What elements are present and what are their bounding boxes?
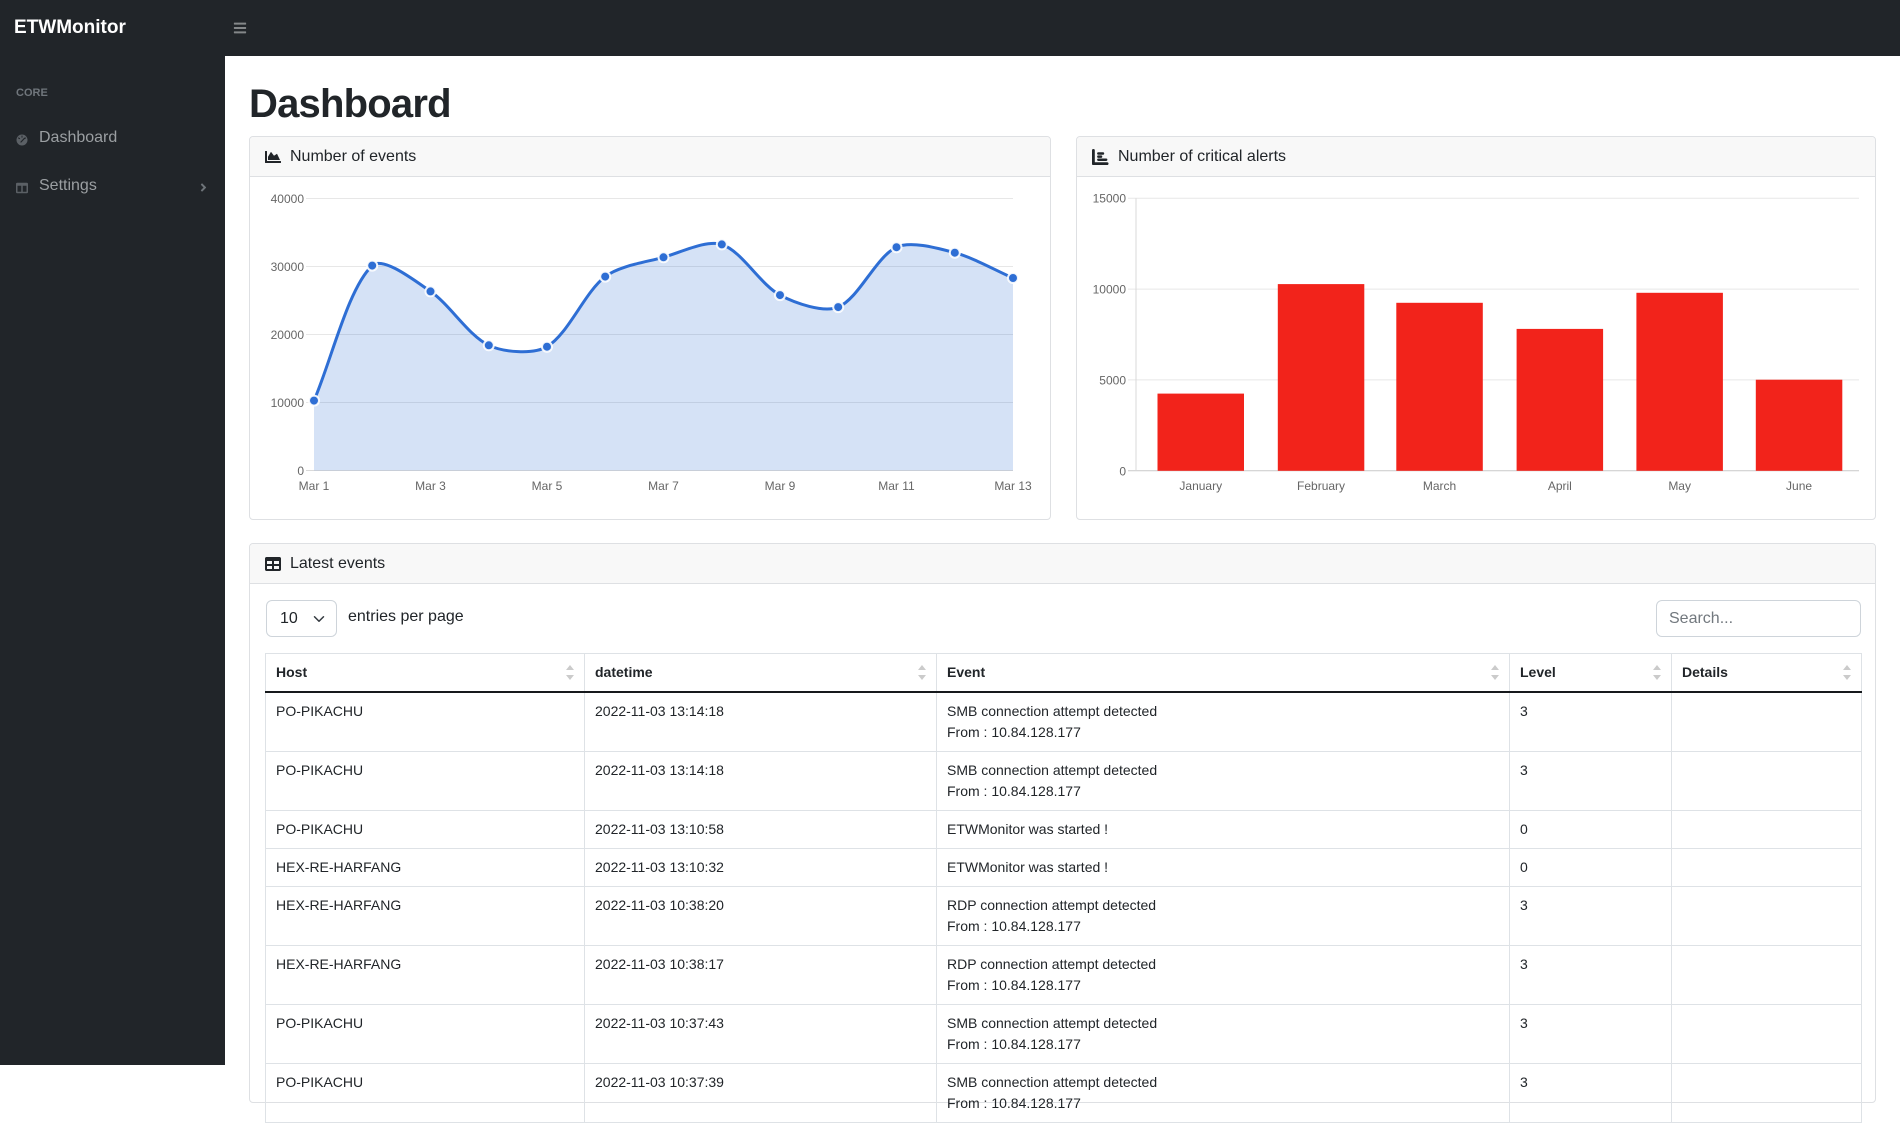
svg-text:February: February	[1297, 479, 1345, 493]
svg-text:0: 0	[297, 464, 304, 478]
svg-text:Mar 3: Mar 3	[415, 479, 446, 493]
svg-text:Mar 1: Mar 1	[299, 479, 330, 493]
svg-text:Mar 11: Mar 11	[878, 479, 915, 493]
svg-text:Mar 5: Mar 5	[532, 479, 563, 493]
svg-text:10000: 10000	[1093, 283, 1127, 297]
svg-text:20000: 20000	[271, 328, 305, 342]
svg-text:January: January	[1179, 479, 1222, 493]
svg-text:May: May	[1668, 479, 1691, 493]
svg-text:10000: 10000	[271, 396, 305, 410]
svg-text:0: 0	[1119, 464, 1126, 478]
svg-text:Mar 7: Mar 7	[648, 479, 679, 493]
svg-text:Mar 13: Mar 13	[994, 479, 1032, 493]
svg-text:40000: 40000	[271, 192, 305, 206]
svg-text:30000: 30000	[271, 260, 305, 274]
svg-text:March: March	[1423, 479, 1456, 493]
svg-text:15000: 15000	[1093, 192, 1127, 206]
svg-text:Mar 9: Mar 9	[765, 479, 796, 493]
svg-text:5000: 5000	[1099, 373, 1126, 387]
svg-text:April: April	[1548, 479, 1572, 493]
svg-text:June: June	[1786, 479, 1812, 493]
